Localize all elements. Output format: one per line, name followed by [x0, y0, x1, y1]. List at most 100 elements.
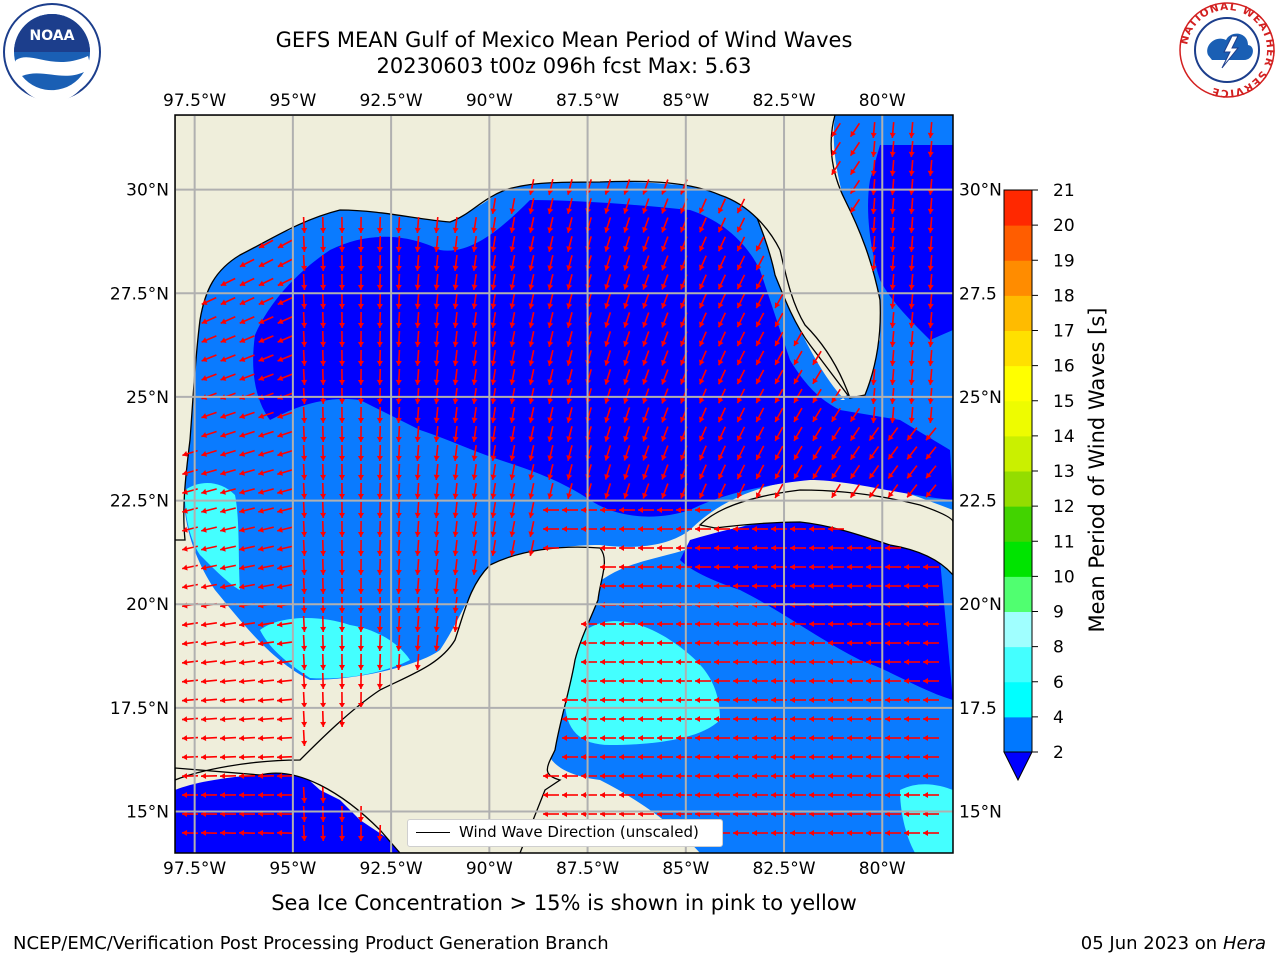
wave-arrow: [866, 621, 882, 627]
wave-arrow: [619, 697, 635, 703]
wave-arrow: [200, 716, 218, 723]
wave-arrow: [695, 621, 711, 627]
wave-arrow: [200, 735, 218, 742]
wave-arrow: [566, 274, 573, 290]
wave-arrow: [258, 468, 274, 476]
wave-arrow: [885, 659, 901, 665]
wave-arrow: [301, 311, 308, 329]
wave-arrow: [714, 773, 730, 779]
colorbar-tick-label: 4: [1053, 708, 1064, 728]
wave-arrow: [414, 482, 421, 500]
colorbar-tick-label: 8: [1053, 638, 1064, 658]
wave-arrow: [257, 621, 275, 628]
wave-arrow: [543, 773, 559, 779]
wave-arrow: [562, 526, 578, 532]
wave-arrow: [600, 735, 616, 741]
wave-arrow: [320, 330, 327, 348]
wave-arrow: [642, 198, 650, 214]
wave-arrow: [847, 659, 863, 665]
wave-arrow: [509, 539, 516, 557]
wave-arrow: [471, 273, 478, 291]
wave-arrow: [790, 640, 806, 646]
wave-arrow: [889, 368, 896, 386]
wave-arrow: [258, 239, 274, 249]
wave-arrow: [623, 293, 631, 309]
wave-arrow: [433, 368, 440, 386]
wave-arrow: [927, 406, 934, 424]
lat-label-right: 15°N: [959, 803, 1002, 823]
wave-arrow: [219, 659, 237, 666]
wave-arrow: [657, 507, 673, 513]
wave-arrow: [623, 312, 631, 328]
wave-arrow: [357, 691, 364, 709]
wave-arrow: [889, 311, 896, 329]
wave-arrow: [581, 716, 597, 722]
wave-arrow: [200, 659, 218, 666]
wave-arrow: [676, 678, 692, 684]
wave-arrow: [661, 464, 669, 480]
wave-arrow: [277, 507, 293, 514]
wave-arrow: [238, 773, 256, 780]
wave-arrow: [642, 331, 650, 347]
wave-arrow: [528, 217, 535, 233]
wave-arrow: [676, 773, 692, 779]
wave-arrow: [661, 331, 669, 347]
wave-arrow: [276, 678, 294, 685]
wave-arrow: [774, 407, 784, 423]
wave-arrow: [623, 255, 631, 271]
wave-arrow: [547, 236, 554, 252]
wave-arrow: [301, 558, 308, 576]
wave-arrow: [904, 583, 920, 589]
wave-arrow: [395, 558, 402, 576]
wave-arrow: [809, 792, 825, 798]
wave-arrow: [239, 296, 255, 306]
wave-arrow: [239, 545, 255, 552]
wave-arrow: [471, 558, 478, 576]
wave-arrow: [717, 350, 727, 366]
wave-arrow: [849, 160, 861, 176]
wave-arrow: [200, 697, 218, 704]
colorbar-segment: [1004, 611, 1032, 648]
wave-arrow: [849, 426, 861, 442]
wave-arrow: [219, 640, 237, 647]
wave-arrow: [638, 735, 654, 741]
wave-arrow: [908, 178, 915, 196]
colorbar-tick-label: 17: [1053, 322, 1075, 342]
wave-arrow: [638, 545, 654, 551]
wave-arrow: [339, 520, 346, 538]
lat-label-left: 22.5°N: [110, 492, 169, 512]
wave-arrow: [699, 483, 707, 499]
wave-arrow: [339, 444, 346, 462]
wave-arrow: [717, 464, 727, 480]
wave-arrow: [395, 539, 402, 557]
wave-arrow: [623, 407, 631, 423]
wave-arrow: [600, 697, 616, 703]
wave-arrow: [277, 373, 293, 381]
wave-arrow: [320, 786, 327, 804]
wave-arrow: [320, 254, 327, 272]
wave-arrow: [201, 354, 217, 362]
wave-arrow: [547, 312, 554, 328]
wave-arrow: [201, 449, 217, 457]
wave-arrow: [885, 621, 901, 627]
wave-arrow: [927, 178, 934, 196]
wave-arrow: [200, 621, 218, 628]
colorbar-segment: [1004, 716, 1032, 753]
wave-arrow: [376, 444, 383, 462]
wave-arrow: [847, 830, 863, 836]
wave-arrow: [239, 430, 255, 438]
wave-arrow: [676, 583, 692, 589]
wave-arrow: [395, 311, 402, 329]
wave-arrow: [889, 292, 896, 310]
wave-arrow: [619, 545, 635, 551]
wave-arrow: [258, 507, 274, 514]
wave-arrow: [774, 331, 784, 347]
wave-arrow: [866, 583, 882, 589]
wave-arrow: [809, 640, 825, 646]
wave-arrow: [414, 615, 421, 633]
wave-arrow: [755, 350, 765, 366]
wave-arrow: [699, 369, 707, 385]
wave-arrow: [828, 640, 844, 646]
wave-arrow: [755, 312, 765, 328]
wave-arrow: [908, 368, 915, 386]
